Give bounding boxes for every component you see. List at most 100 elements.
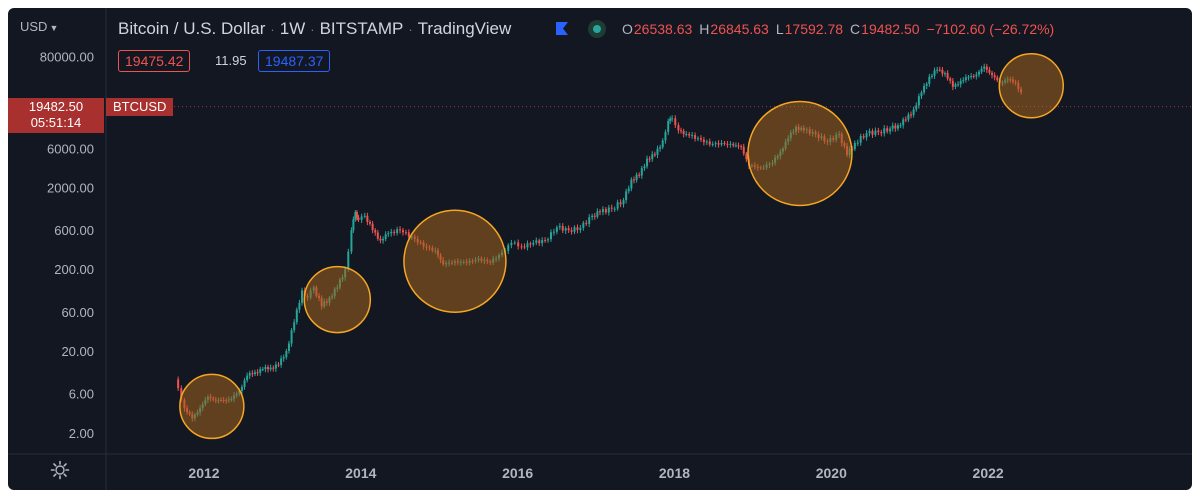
- candle-body: [740, 146, 743, 148]
- candle-body: [674, 118, 677, 126]
- candle-body: [656, 148, 659, 155]
- candle-body: [962, 79, 965, 82]
- highlight-circle: [998, 53, 1065, 119]
- candle-body: [705, 141, 708, 143]
- candle-body: [980, 68, 983, 72]
- candle-body: [732, 143, 735, 146]
- candle-body: [384, 234, 387, 239]
- buy-price-button[interactable]: 19487.37: [258, 50, 331, 72]
- candle-body: [680, 130, 683, 132]
- candle-body: [977, 71, 980, 75]
- candle-body: [659, 147, 662, 149]
- candle-body: [555, 227, 558, 232]
- candle-body: [946, 73, 949, 79]
- open-key: O: [622, 21, 633, 37]
- candle-body: [616, 202, 619, 209]
- x-tick-label: 2018: [659, 465, 690, 481]
- y-tick-label: 2.00: [69, 426, 94, 441]
- candle-body: [933, 70, 936, 76]
- price-chart[interactable]: 80000.00 6000.00 2000.00 600.00 200.00 60.00 2…: [8, 8, 1192, 490]
- symbol-name: Bitcoin / U.S. Dollar: [118, 19, 266, 38]
- flag-icon[interactable]: [556, 22, 568, 35]
- candle-body: [886, 128, 889, 132]
- candle-body: [544, 240, 547, 242]
- candle-body: [972, 75, 975, 77]
- candle-body: [604, 209, 607, 213]
- candle-body: [993, 75, 996, 78]
- candle-body: [399, 229, 402, 231]
- candle-body: [988, 69, 991, 73]
- candle-body: [526, 243, 529, 248]
- y-tick-label: 80000.00: [40, 49, 94, 64]
- y-tick-label: 6.00: [69, 387, 94, 402]
- candle-body: [970, 75, 973, 77]
- candle-body: [638, 174, 641, 176]
- candle-body: [917, 96, 920, 106]
- candle-body: [240, 386, 243, 391]
- candle-body: [251, 373, 254, 375]
- change-value: −7102.60 (−26.72%): [926, 21, 1055, 37]
- symbol-title[interactable]: Bitcoin / U.S. Dollar · 1W · BITSTAMP · Tradin…: [118, 19, 512, 38]
- y-tick-label: 2000.00: [47, 180, 94, 195]
- candle-body: [535, 240, 538, 243]
- candle-body: [859, 136, 862, 143]
- gear-icon[interactable]: [50, 460, 70, 480]
- currency-selector[interactable]: USD ▼: [20, 16, 58, 38]
- candle-body: [541, 240, 544, 244]
- candle-body: [517, 242, 520, 247]
- candle-body: [632, 179, 635, 181]
- candle-body: [256, 372, 259, 374]
- chevron-down-icon: ▼: [49, 23, 59, 33]
- spread-value: 11.95: [215, 53, 247, 68]
- candle-body: [640, 168, 643, 176]
- candle-body: [549, 232, 552, 240]
- candle-body: [532, 242, 535, 245]
- candle-body: [274, 364, 277, 369]
- highlight-circle: [403, 209, 507, 314]
- candle-body: [393, 231, 396, 234]
- candle-body: [538, 240, 541, 244]
- candle-body: [267, 367, 270, 370]
- candle-body: [985, 66, 988, 70]
- candle-body: [366, 215, 369, 222]
- candle-body: [596, 211, 599, 217]
- candle-body: [682, 130, 685, 135]
- sell-price-button[interactable]: 19475.42: [118, 50, 191, 72]
- candle-body: [951, 80, 954, 87]
- candle-body: [925, 83, 928, 86]
- candle-body: [264, 367, 267, 370]
- candle-body: [601, 209, 604, 213]
- candle-body: [352, 219, 355, 231]
- candle-body: [243, 380, 246, 387]
- candle-body: [282, 357, 285, 359]
- y-tick-label: 200.00: [54, 262, 94, 277]
- open-value: 26538.63: [633, 21, 693, 37]
- candle-body: [726, 143, 729, 145]
- candle-body: [613, 208, 616, 210]
- candle-body: [261, 369, 264, 371]
- candle-body: [936, 69, 939, 71]
- candle-body: [630, 179, 633, 189]
- candle-body: [371, 223, 374, 231]
- live-dot-icon: [588, 20, 606, 38]
- candle-body: [930, 75, 933, 77]
- candle-body: [889, 128, 892, 132]
- y-tick-label: 600.00: [54, 223, 94, 238]
- candle-body: [591, 215, 594, 218]
- candle-body: [376, 232, 379, 239]
- candle-body: [920, 92, 923, 97]
- candle-body: [379, 238, 382, 241]
- candle-body: [607, 207, 610, 213]
- candle-body: [871, 130, 874, 135]
- candle-body: [853, 142, 856, 149]
- x-tick-label: 2022: [973, 465, 1004, 481]
- candle-body: [648, 158, 651, 160]
- low-key: L: [775, 21, 784, 37]
- candle-body: [667, 120, 670, 132]
- candle-body: [293, 322, 296, 331]
- candle-body: [295, 309, 298, 323]
- candle-body: [253, 372, 256, 375]
- chart-frame[interactable]: 80000.00 6000.00 2000.00 600.00 200.00 60.00 2…: [8, 8, 1192, 490]
- candle-body: [959, 81, 962, 85]
- candle-body: [290, 330, 293, 344]
